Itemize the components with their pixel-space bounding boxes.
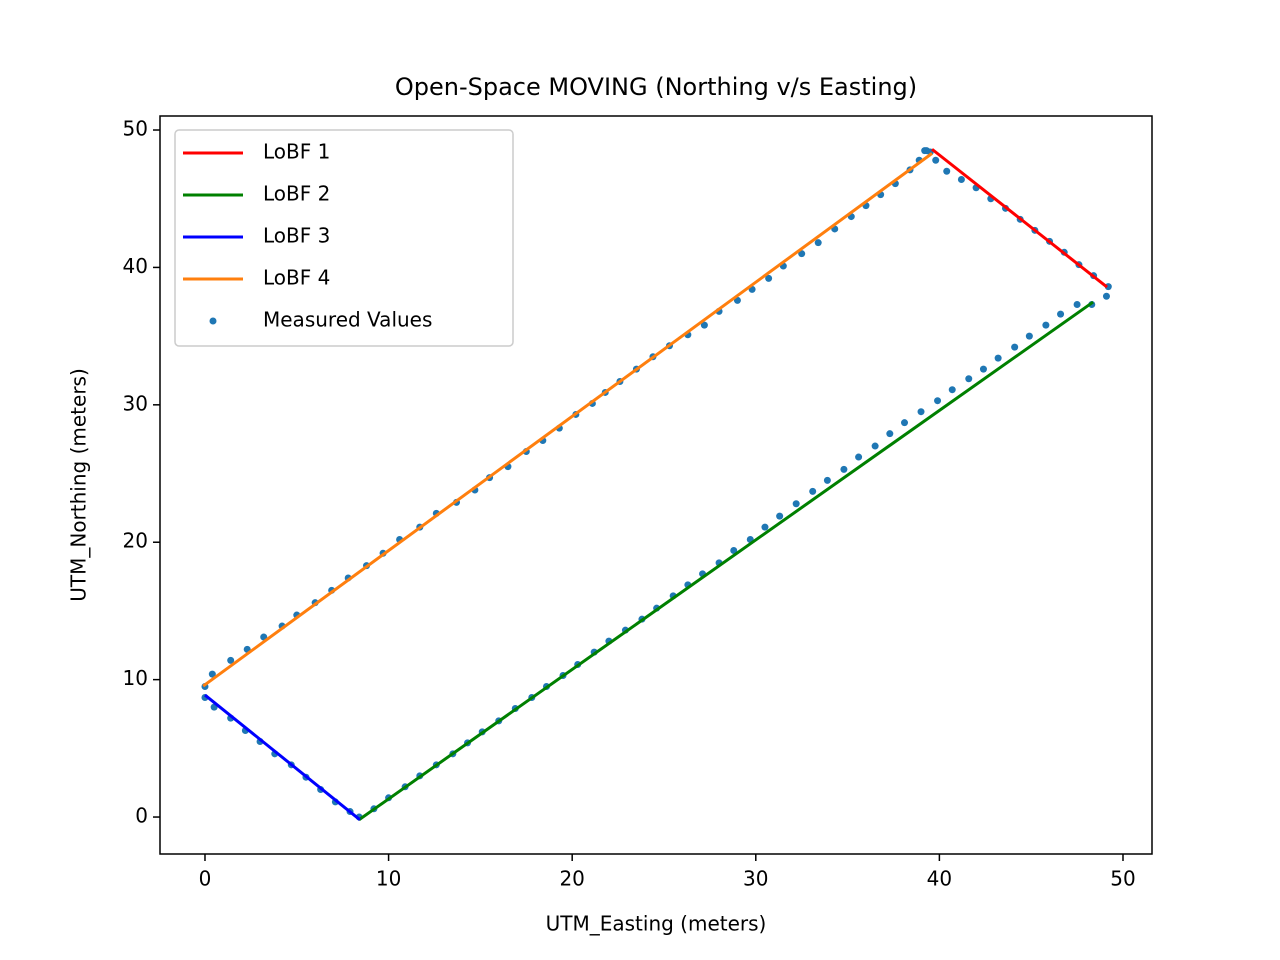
data-point <box>957 175 965 183</box>
x-tick-label: 10 <box>376 867 401 891</box>
data-point <box>1011 343 1019 351</box>
data-point <box>730 546 738 554</box>
x-tick-label: 40 <box>927 867 952 891</box>
legend-marker <box>209 317 217 325</box>
data-point <box>932 156 940 164</box>
y-tick-label: 30 <box>123 391 148 415</box>
data-point <box>792 500 800 508</box>
fit-line <box>204 693 361 821</box>
data-point <box>917 408 925 416</box>
data-point <box>814 239 822 247</box>
legend-label: LoBF 2 <box>263 182 330 206</box>
data-point <box>965 375 973 383</box>
y-tick-label: 50 <box>123 117 148 141</box>
data-point <box>700 321 708 329</box>
x-tick-label: 20 <box>559 867 584 891</box>
y-tick-label: 10 <box>123 666 148 690</box>
data-point <box>208 670 216 678</box>
data-point <box>855 453 863 461</box>
legend-label: Measured Values <box>263 308 432 332</box>
legend-label: LoBF 3 <box>263 224 330 248</box>
chart-title: Open-Space MOVING (Northing v/s Easting) <box>395 73 917 101</box>
y-tick-label: 0 <box>135 804 148 828</box>
y-tick-label: 40 <box>123 254 148 278</box>
data-point <box>901 419 909 427</box>
data-point <box>840 465 848 473</box>
x-axis-label: UTM_Easting (meters) <box>546 912 767 936</box>
fit-line <box>202 152 933 688</box>
data-point <box>809 487 817 495</box>
axes-frame <box>159 115 1153 855</box>
data-point <box>948 386 956 394</box>
fit-line <box>931 148 1108 289</box>
fit-line <box>358 300 1094 822</box>
legend-label: LoBF 1 <box>263 140 330 164</box>
legend-label: LoBF 4 <box>263 266 330 290</box>
x-tick-label: 30 <box>743 867 768 891</box>
legend-box <box>174 129 514 347</box>
data-point <box>1025 332 1033 340</box>
y-axis-label: UTM_Northing (meters) <box>67 368 91 602</box>
data-point <box>1073 301 1081 309</box>
data-point <box>1057 310 1065 318</box>
data-point <box>979 365 987 373</box>
x-tick-label: 50 <box>1110 867 1135 891</box>
data-point <box>886 430 894 438</box>
data-point <box>923 147 931 155</box>
data-point <box>934 397 942 405</box>
data-point <box>1042 321 1050 329</box>
data-point <box>871 442 879 450</box>
data-point <box>776 512 784 520</box>
data-point <box>823 476 831 484</box>
data-point <box>798 250 806 258</box>
data-point <box>943 167 951 175</box>
x-tick-label: 0 <box>199 867 212 891</box>
data-point <box>227 656 235 664</box>
plot-area <box>201 147 1112 822</box>
data-point <box>1102 292 1110 300</box>
data-point <box>765 274 773 282</box>
data-point <box>761 523 769 531</box>
data-point <box>994 354 1002 362</box>
y-tick-label: 20 <box>123 529 148 553</box>
